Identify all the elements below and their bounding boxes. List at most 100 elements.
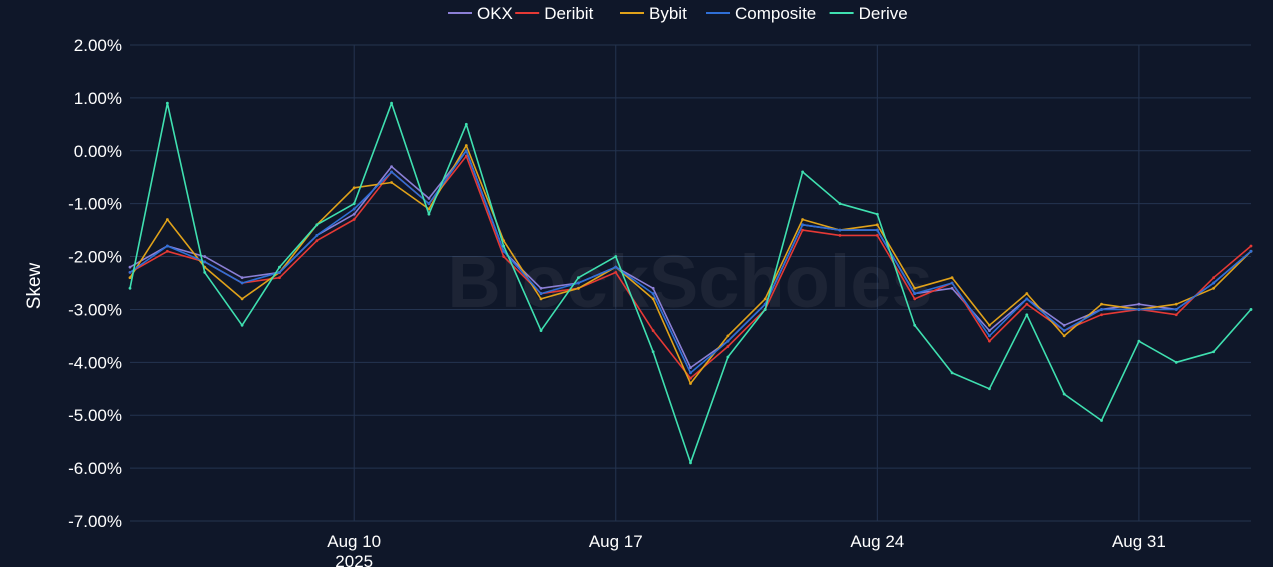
data-point: [315, 234, 319, 237]
x-tick-label: Aug 10: [327, 532, 381, 551]
data-point: [352, 202, 356, 206]
series-derive: [128, 101, 1253, 465]
data-point: [913, 297, 917, 301]
series-composite: [128, 149, 1253, 375]
data-point: [988, 323, 991, 327]
y-tick-label: 2.00%: [74, 36, 122, 55]
y-tick-label: 1.00%: [74, 89, 122, 108]
data-point: [427, 207, 431, 211]
grid: [130, 44, 1251, 522]
y-tick-label: -6.00%: [68, 459, 122, 478]
data-point: [502, 244, 506, 248]
data-point: [1137, 308, 1141, 311]
data-point: [651, 292, 655, 295]
data-point: [950, 276, 954, 280]
data-point: [165, 249, 169, 253]
data-point: [988, 329, 991, 332]
data-point: [1025, 292, 1029, 295]
data-point: [390, 170, 393, 174]
y-axis-title: Skew: [24, 262, 45, 309]
data-point: [1100, 308, 1103, 311]
data-point: [427, 202, 431, 206]
x-tick-sublabel: 2025: [335, 552, 373, 567]
data-point: [278, 276, 281, 280]
y-tick-label: -4.00%: [68, 353, 122, 372]
data-point: [1212, 276, 1216, 280]
data-point: [838, 202, 842, 206]
data-point: [689, 376, 692, 380]
data-point: [1137, 339, 1141, 343]
legend-item[interactable]: Deribit: [515, 4, 594, 23]
data-point: [689, 371, 692, 375]
legend-item[interactable]: Derive: [829, 4, 908, 23]
x-tick-label: Aug 31: [1112, 532, 1166, 551]
legend-label: Deribit: [544, 4, 593, 23]
data-point: [278, 271, 281, 274]
data-point: [390, 181, 393, 184]
data-point: [390, 101, 393, 105]
data-point: [1174, 360, 1178, 364]
data-point: [1062, 323, 1066, 327]
data-point: [464, 144, 468, 147]
legend-label: OKX: [477, 4, 513, 23]
data-point: [240, 276, 244, 280]
data-point: [875, 228, 879, 232]
data-point: [726, 334, 730, 338]
data-point: [651, 350, 655, 354]
data-point: [614, 255, 618, 258]
data-point: [128, 276, 132, 280]
data-point: [203, 255, 207, 258]
y-tick-label: -7.00%: [68, 512, 122, 531]
legend-label: Composite: [735, 4, 816, 23]
data-point: [165, 101, 169, 105]
data-point: [128, 286, 132, 290]
data-point: [801, 170, 804, 174]
data-point: [614, 271, 618, 274]
data-point: [1100, 313, 1103, 317]
y-tick-label: 0.00%: [74, 142, 122, 161]
data-point: [1100, 419, 1103, 422]
data-point: [427, 196, 431, 200]
data-point: [165, 244, 169, 248]
data-point: [240, 297, 244, 301]
data-point: [577, 281, 580, 285]
data-point: [352, 186, 356, 190]
x-tick-label: Aug 17: [589, 532, 643, 551]
data-point: [577, 276, 580, 280]
data-point: [539, 297, 543, 301]
data-point: [950, 286, 954, 290]
y-axis-ticks: 2.00% 1.00% 0.00% -1.00% -2.00% -3.00% -4.00% -…: [68, 36, 122, 531]
data-point: [651, 286, 655, 290]
legend: OKX Deribit Bybit Composite Derive: [448, 4, 908, 23]
data-point: [838, 234, 842, 237]
data-point: [464, 122, 468, 126]
data-point: [1025, 313, 1029, 317]
data-point: [203, 260, 207, 264]
data-point: [1249, 308, 1253, 311]
data-point: [352, 218, 356, 221]
legend-item[interactable]: Composite: [706, 4, 816, 23]
y-tick-label: -2.00%: [68, 248, 122, 267]
data-point: [352, 212, 356, 216]
data-point: [1249, 244, 1253, 248]
data-point: [726, 355, 730, 359]
data-point: [801, 223, 804, 227]
legend-item[interactable]: Bybit: [620, 4, 687, 23]
data-point: [726, 345, 730, 348]
data-point: [502, 255, 506, 258]
data-point: [1249, 249, 1253, 253]
data-point: [539, 286, 543, 290]
data-point: [390, 165, 393, 169]
data-point: [315, 223, 319, 227]
data-point: [1100, 302, 1103, 306]
legend-item[interactable]: OKX: [448, 4, 513, 23]
data-point: [838, 228, 842, 232]
data-point: [539, 329, 543, 332]
data-point: [988, 334, 991, 338]
data-point: [801, 228, 804, 232]
data-point: [278, 265, 281, 269]
y-tick-label: -5.00%: [68, 406, 122, 425]
data-point: [315, 239, 319, 243]
